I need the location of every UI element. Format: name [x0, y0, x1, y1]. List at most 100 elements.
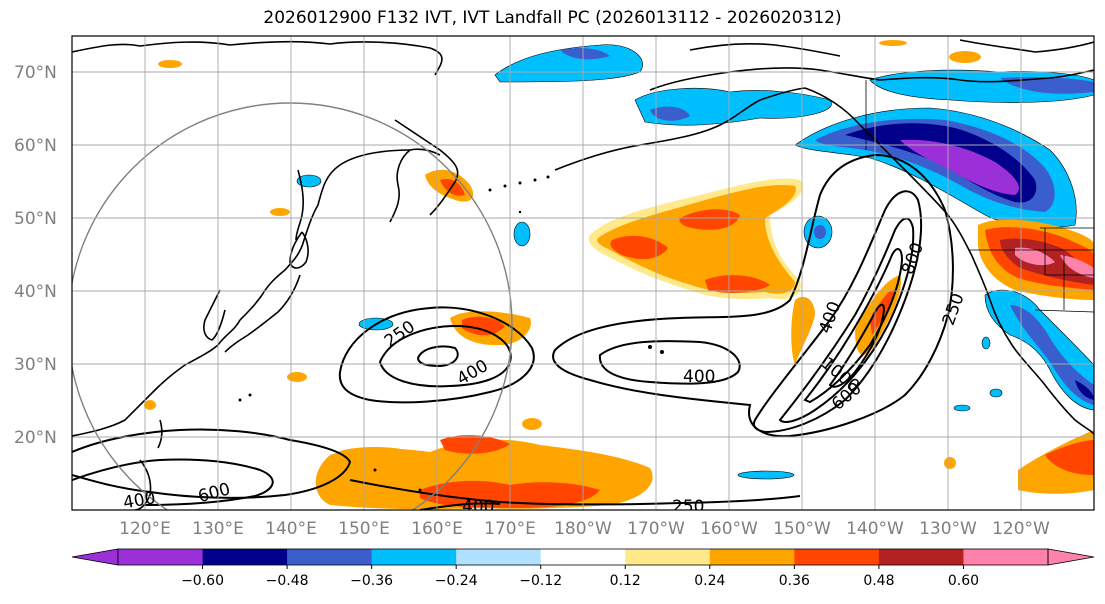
coast-primorye [239, 204, 319, 321]
lon-label-170w: 170°W [627, 519, 685, 539]
colorbar-swatch [456, 549, 542, 565]
shade-blue-blob-5 [737, 470, 795, 480]
longitude-labels: 120°E 130°E 140°E 150°E 160°E 170°E 180°… [119, 519, 1050, 539]
colorbar-swatch [794, 549, 880, 565]
island-hawaii-1 [648, 345, 652, 349]
border-us-mexico [1034, 309, 1094, 313]
colorbar-ticks: −0.60 −0.48 −0.36 −0.24 −0.12 0.12 0.24 0.36 0.4… [181, 565, 979, 589]
shade-red-160e [462, 316, 505, 336]
colorbar-swatch [878, 549, 964, 565]
coast-taiwan [157, 419, 163, 449]
colorbar-tick-label: −0.24 [435, 573, 478, 589]
shade-blue-blob-4 [296, 174, 322, 188]
coast-okhotsk-west [317, 149, 411, 206]
shade-orange-blob-5 [144, 400, 156, 410]
coast-arctic-asia [72, 40, 443, 76]
shade-purple-gulf-alaska [900, 139, 1019, 195]
contour-label-400-sw: 400 [122, 488, 157, 513]
shade-orange-blob-9 [522, 418, 542, 430]
lon-label-130e: 130°E [192, 519, 244, 539]
shade-pink-west-us-2 [1060, 255, 1094, 278]
shade-dblue-alaska [650, 106, 690, 121]
island-aleutian-3 [518, 181, 522, 185]
gridlines [72, 36, 1094, 510]
island-aleutian-1 [488, 188, 492, 192]
island-ryukyu-1 [248, 393, 252, 397]
colorbar-frame [117, 548, 1049, 566]
shade-red-kamchatka [440, 178, 465, 196]
coast-chukchi [689, 43, 841, 57]
shade-blue-blob-8 [981, 336, 991, 350]
shade-blue-blob-7 [989, 388, 1003, 398]
shade-dblue-mexico [1010, 305, 1094, 405]
shade-red-pacific-3 [705, 275, 770, 293]
contour-label-400-central: 400 [683, 367, 715, 387]
contour-label-400-south: 400 [462, 497, 494, 517]
colorbar-tick-label: −0.48 [266, 573, 309, 589]
shade-red-subtropics-2 [440, 435, 510, 454]
contour-600-east [778, 217, 915, 423]
positive-shading [144, 40, 1094, 510]
coast-philippines [134, 459, 152, 510]
shade-blue-blob-6 [953, 404, 971, 412]
shade-orange-blob-4 [287, 372, 307, 382]
lat-label-20n: 20°N [14, 428, 57, 448]
shade-dblue-arctic [1000, 77, 1094, 94]
island-ryukyu-2 [238, 398, 242, 402]
islands [238, 175, 664, 492]
lon-label-140w: 140°W [846, 519, 904, 539]
contour-600-sw [72, 458, 274, 506]
colorbar-swatch [540, 549, 626, 565]
shade-orange-blob-6 [879, 40, 907, 46]
shade-orange-blob-8 [949, 51, 981, 63]
contour-250-west [338, 306, 535, 404]
colorbar-tick-label: −0.36 [350, 573, 393, 589]
lon-label-180w: 180°W [554, 519, 612, 539]
colorbar-swatch [709, 549, 795, 565]
island-aleutian-4 [533, 178, 537, 182]
coast-alaska-south [554, 87, 806, 171]
latitude-labels: 70°N 60°N 50°N 40°N 30°N 20°N [14, 63, 57, 448]
lon-label-120w: 120°W [992, 519, 1050, 539]
colorbar-tick-label: 0.60 [948, 573, 979, 589]
lon-label-160w: 160°W [700, 519, 758, 539]
border-states-2 [1044, 228, 1094, 276]
coast-bc [804, 87, 973, 257]
shade-orange-east-1 [791, 296, 815, 365]
lat-label-60n: 60°N [14, 136, 57, 156]
colorbar-swatch [118, 549, 204, 565]
coast-alaska-north [649, 67, 881, 91]
colorbar-swatch [202, 549, 288, 565]
colorbar-extend-low [71, 548, 119, 566]
shade-orange-blob-10 [335, 447, 415, 463]
map-title: 2026012900 F132 IVT, IVT Landfall PC (20… [263, 8, 842, 28]
contour-label-250-south: 250 [672, 497, 704, 517]
colorbar: −0.60 −0.48 −0.36 −0.24 −0.12 0.12 0.24 0.36 0.4… [71, 548, 1095, 589]
shade-orange-blob-1 [736, 199, 760, 215]
shade-orange-blob-2 [158, 60, 182, 68]
shade-red-mexico-sw [1045, 440, 1094, 475]
colorbar-swatch [625, 549, 711, 565]
colorbar-tick-label: 0.36 [779, 573, 810, 589]
contour-1000-east [828, 303, 886, 388]
colorbar-swatch [287, 549, 373, 565]
coast-canada-arctic [879, 69, 1094, 83]
colorbar-tick-label: −0.12 [519, 573, 562, 589]
colorbar-swatch [371, 549, 457, 565]
shade-red-pacific-1 [610, 235, 668, 260]
contour-400-east [752, 190, 923, 434]
shade-orange-blob-3 [270, 208, 290, 216]
coast-kamchatka [394, 119, 459, 216]
colorbar-tick-label: 0.48 [863, 573, 894, 589]
colorbar-tick-label: 0.24 [694, 573, 725, 589]
island-marianas [373, 468, 377, 472]
coast-arctic-islands [959, 39, 1094, 53]
lat-label-30n: 30°N [14, 355, 57, 375]
lon-label-130w: 130°W [919, 519, 977, 539]
map-frame [71, 35, 1095, 511]
contour-400-south [419, 502, 501, 510]
island-micronesia [418, 488, 422, 492]
lon-label-170e: 170°E [484, 519, 536, 539]
island-aleutian-5 [546, 175, 550, 179]
